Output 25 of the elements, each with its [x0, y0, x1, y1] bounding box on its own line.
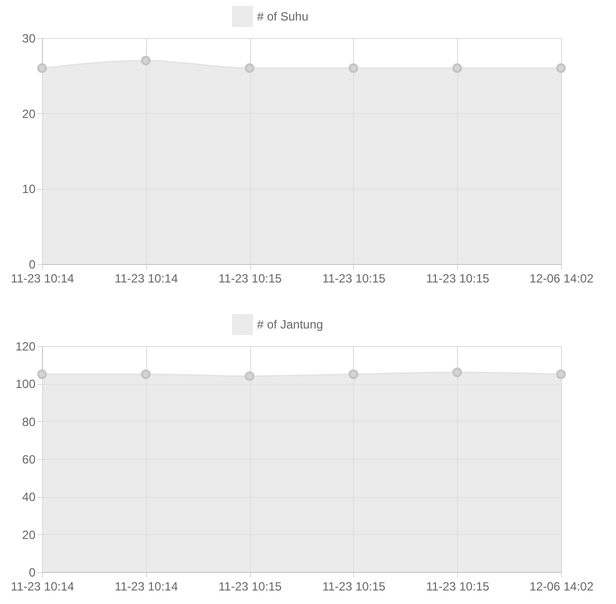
y-tick-label: 0 — [28, 258, 36, 272]
x-tick-label: 11-23 10:15 — [218, 580, 282, 594]
y-tick-label: 30 — [22, 32, 36, 46]
x-tick-label: 11-23 10:15 — [426, 580, 490, 594]
legend-label: # of Jantung — [257, 318, 324, 332]
x-tick-label: 11-23 10:14 — [114, 580, 178, 594]
x-tick-label: 11-23 10:14 — [10, 272, 74, 286]
x-tick-label: 11-23 10:15 — [322, 580, 386, 594]
legend-label: # of Suhu — [257, 10, 308, 24]
y-tick-label: 100 — [15, 377, 36, 392]
y-tick-label: 20 — [22, 528, 36, 542]
x-tick-label: 11-23 10:14 — [114, 272, 178, 286]
x-tick-label: 11-23 10:15 — [426, 272, 490, 286]
y-tick-label: 20 — [22, 106, 36, 121]
x-tick-label: 12-06 14:02 — [529, 580, 594, 594]
y-tick-label: 80 — [22, 414, 36, 429]
y-tick-label: 40 — [22, 490, 36, 504]
x-tick-label: 12-06 14:02 — [529, 272, 594, 286]
y-tick-label: 60 — [22, 452, 36, 466]
x-tick-label: 11-23 10:15 — [218, 272, 282, 286]
y-tick-label: 120 — [15, 340, 36, 354]
y-tick-label: 10 — [22, 182, 36, 196]
x-tick-label: 11-23 10:15 — [322, 272, 386, 286]
x-tick-label: 11-23 10:14 — [10, 580, 74, 594]
y-tick-label: 0 — [28, 566, 36, 580]
